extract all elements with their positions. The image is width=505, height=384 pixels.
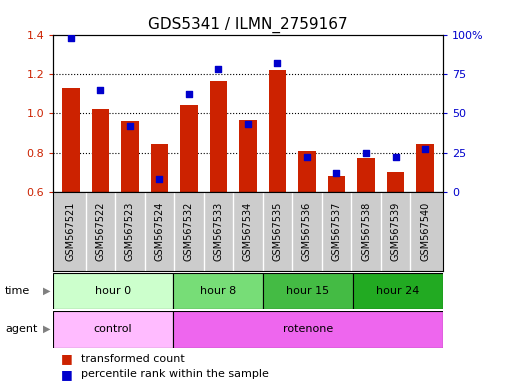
Bar <box>327 176 344 192</box>
Text: hour 0: hour 0 <box>95 286 131 296</box>
Point <box>126 123 134 129</box>
Text: GSM567539: GSM567539 <box>390 202 400 261</box>
Text: GSM567538: GSM567538 <box>360 202 370 261</box>
Text: GSM567521: GSM567521 <box>66 202 76 261</box>
Text: GSM567523: GSM567523 <box>125 202 135 261</box>
Text: control: control <box>93 324 132 334</box>
Bar <box>53 273 173 309</box>
Point <box>361 150 369 156</box>
Bar <box>150 144 168 192</box>
Bar <box>62 88 80 192</box>
Text: GSM567533: GSM567533 <box>213 202 223 261</box>
Title: GDS5341 / ILMN_2759167: GDS5341 / ILMN_2759167 <box>148 17 347 33</box>
Point <box>96 87 104 93</box>
Point <box>332 170 340 176</box>
Point <box>155 176 163 182</box>
Text: GSM567524: GSM567524 <box>154 202 164 261</box>
Bar <box>415 144 433 192</box>
Text: GSM567540: GSM567540 <box>419 202 429 261</box>
Bar <box>239 120 256 192</box>
Bar <box>53 311 173 348</box>
Point <box>243 121 251 127</box>
Text: GSM567534: GSM567534 <box>242 202 252 261</box>
Bar <box>352 273 442 309</box>
Text: ▶: ▶ <box>43 324 50 334</box>
Text: GSM567532: GSM567532 <box>183 202 193 261</box>
Bar <box>173 273 263 309</box>
Bar <box>357 157 374 192</box>
Text: percentile rank within the sample: percentile rank within the sample <box>81 369 268 379</box>
Bar <box>209 81 227 192</box>
Text: ■: ■ <box>61 353 72 366</box>
Bar <box>91 109 109 192</box>
Text: agent: agent <box>5 324 37 334</box>
Point <box>302 154 311 161</box>
Text: GSM567536: GSM567536 <box>301 202 312 261</box>
Point <box>184 91 192 98</box>
Text: GSM567537: GSM567537 <box>331 202 341 261</box>
Text: rotenone: rotenone <box>282 324 332 334</box>
Bar <box>180 106 197 192</box>
Point <box>273 60 281 66</box>
Text: GSM567522: GSM567522 <box>95 202 105 261</box>
Bar <box>173 311 442 348</box>
Text: hour 8: hour 8 <box>199 286 236 296</box>
Bar <box>386 172 403 192</box>
Point <box>67 35 75 41</box>
Text: transformed count: transformed count <box>81 354 184 364</box>
Point <box>420 146 428 152</box>
Point <box>391 154 399 161</box>
Bar <box>268 70 286 192</box>
Bar <box>121 121 138 192</box>
Text: ▶: ▶ <box>43 286 50 296</box>
Bar <box>263 273 352 309</box>
Text: hour 15: hour 15 <box>286 286 329 296</box>
Bar <box>297 151 315 192</box>
Text: time: time <box>5 286 30 296</box>
Point <box>214 66 222 72</box>
Text: ■: ■ <box>61 368 72 381</box>
Text: hour 24: hour 24 <box>375 286 419 296</box>
Text: GSM567535: GSM567535 <box>272 202 282 261</box>
